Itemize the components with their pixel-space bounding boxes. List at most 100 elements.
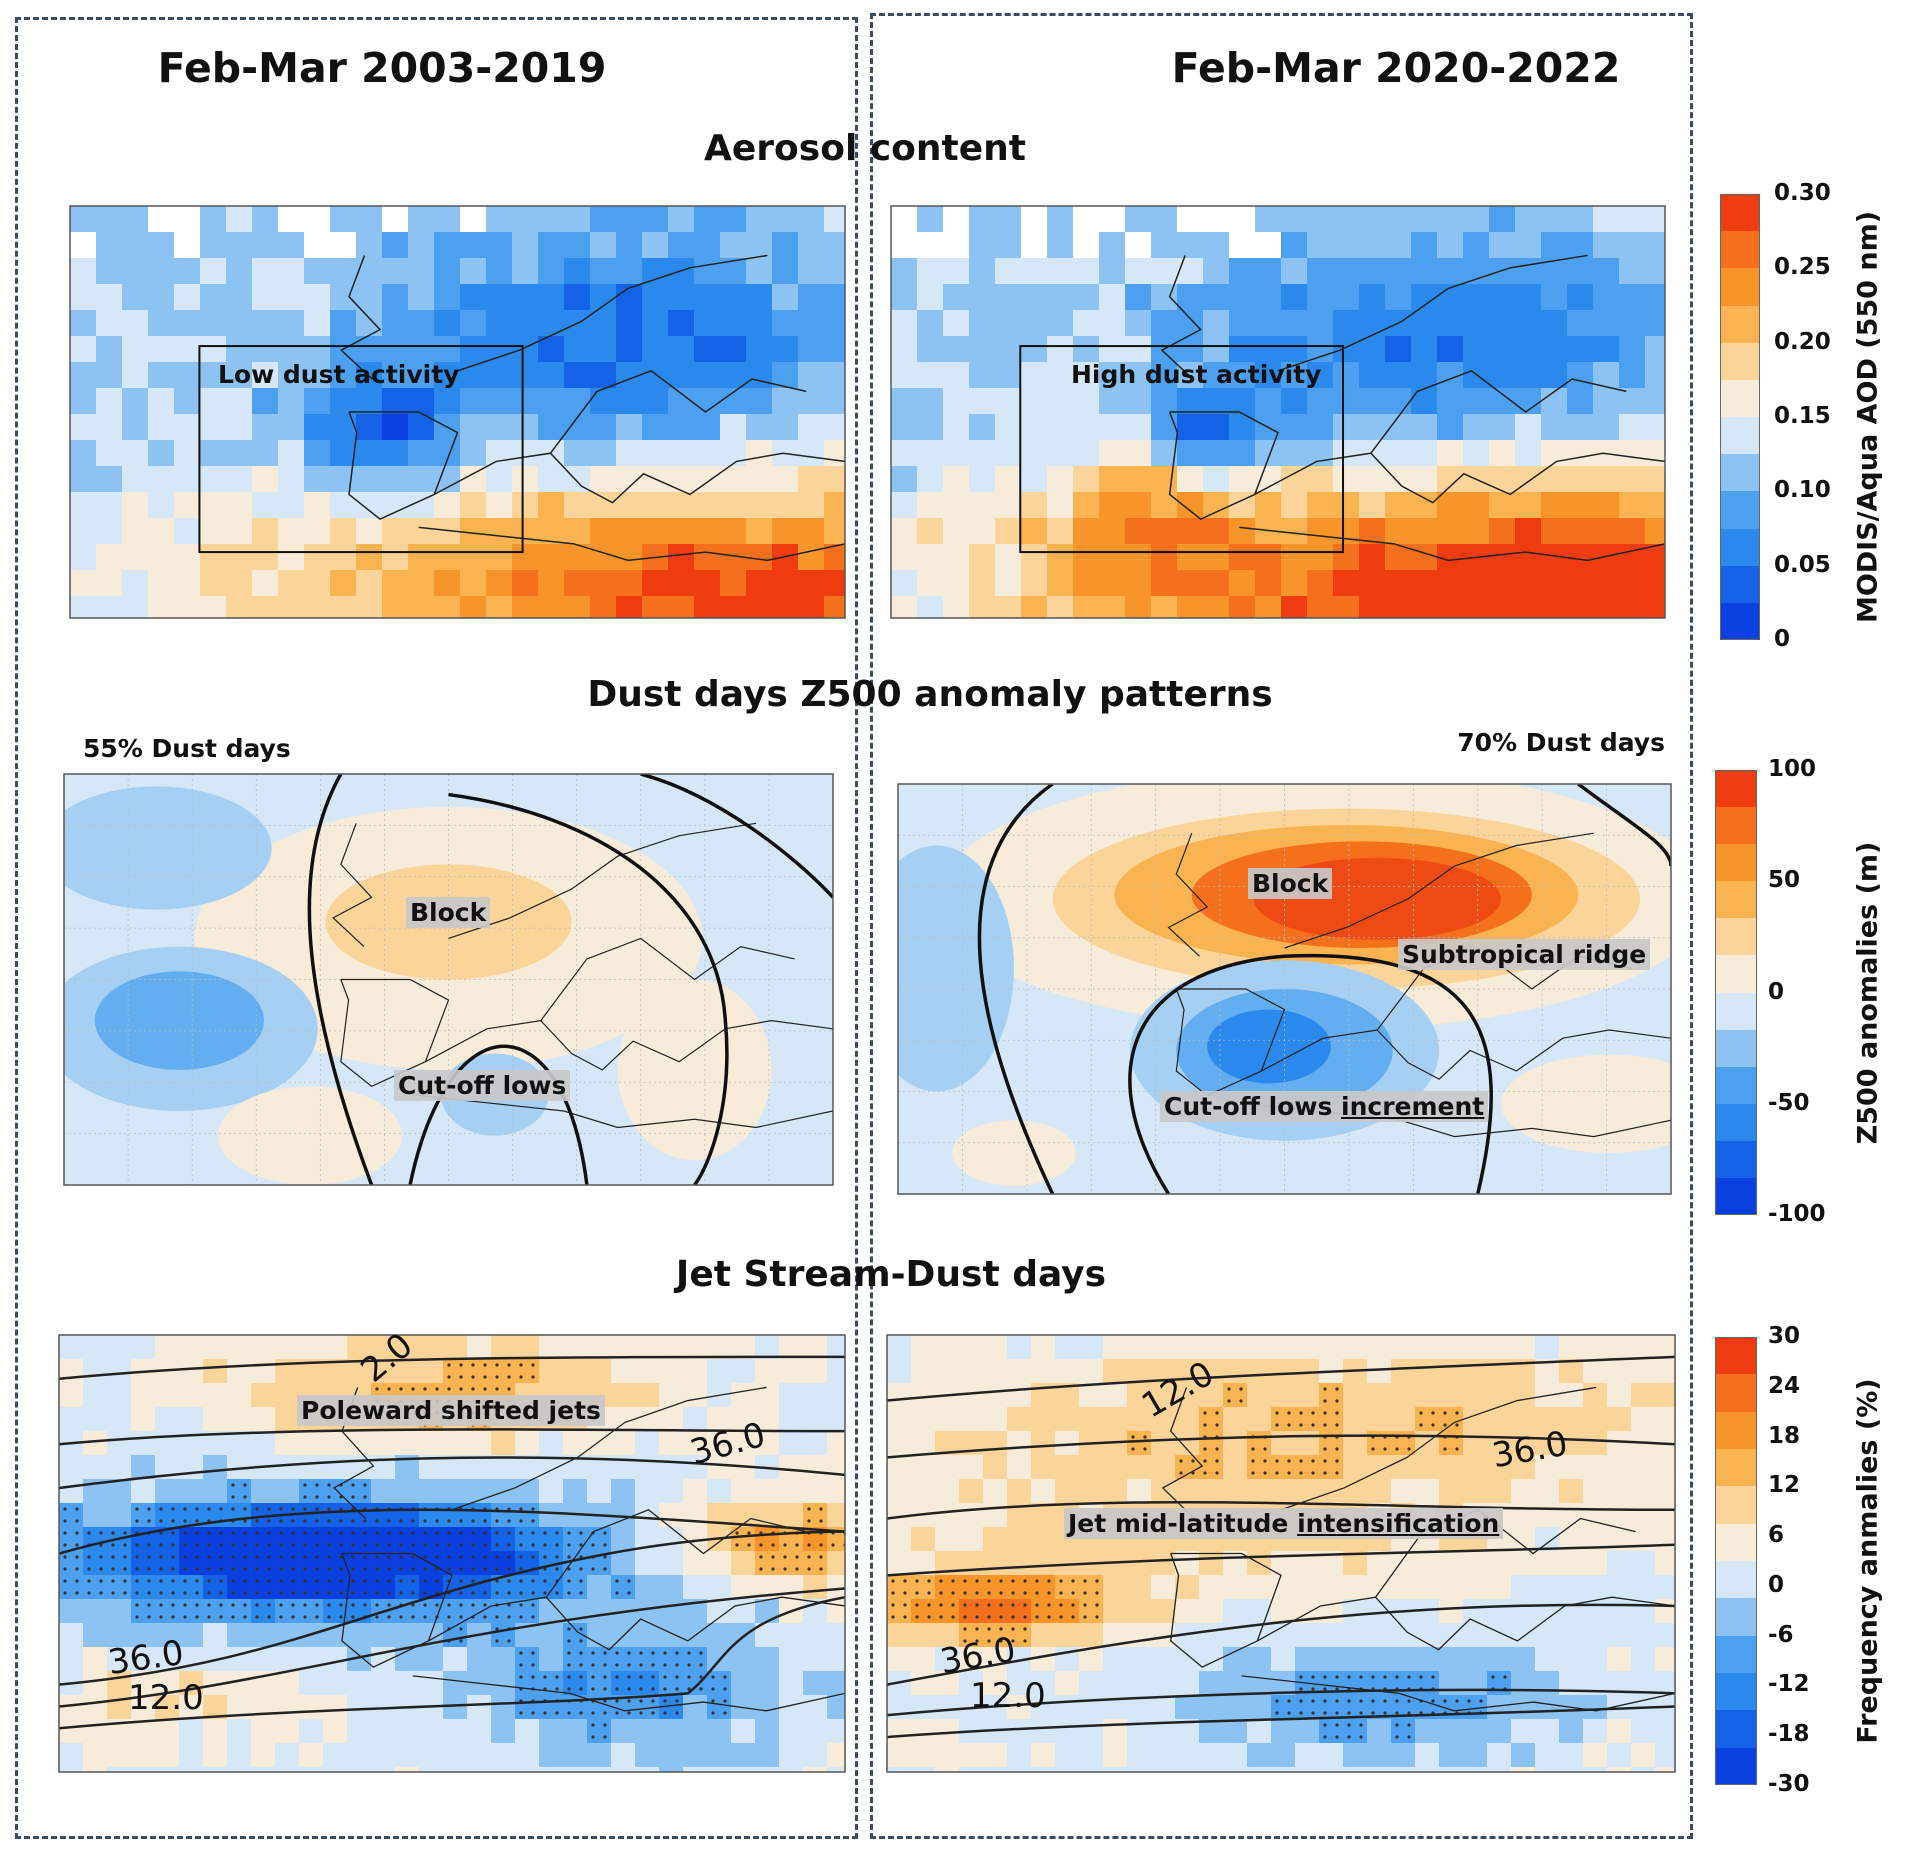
grid-cell [1175, 1551, 1200, 1576]
significance-dot [591, 1543, 595, 1547]
grid-cell [887, 1431, 912, 1456]
significance-dot [1395, 1675, 1399, 1679]
grid-cell [330, 544, 357, 571]
significance-dot [231, 1591, 235, 1595]
grid-cell [1411, 596, 1438, 618]
significance-dot [483, 1363, 487, 1367]
grid-cell [772, 596, 799, 618]
grid-cell [917, 570, 944, 597]
grid-cell [943, 466, 970, 493]
grid-cell [443, 1335, 468, 1360]
significance-dot [1023, 1639, 1027, 1643]
grid-cell [891, 440, 918, 467]
grid-cell [1567, 544, 1594, 571]
grid-cell [323, 1767, 348, 1772]
grid-cell [917, 310, 944, 337]
jet-wind-contour [887, 1355, 1675, 1402]
grid-cell [587, 1671, 612, 1696]
grid-cell [1333, 414, 1360, 441]
grid-cell [1631, 1479, 1656, 1504]
grid-cell [911, 1599, 936, 1624]
significance-dot [1323, 1387, 1327, 1391]
grid-cell [694, 362, 721, 389]
grid-cell [83, 1599, 108, 1624]
grid-cell [251, 1551, 276, 1576]
grid-cell [563, 1767, 588, 1772]
significance-dot [327, 1531, 331, 1535]
grid-cell [1583, 1599, 1608, 1624]
grid-cell [148, 336, 175, 363]
significance-dot [447, 1567, 451, 1571]
grid-cell [356, 310, 383, 337]
significance-dot [303, 1603, 307, 1607]
grid-cell [798, 596, 825, 618]
grid-cell [1247, 1335, 1272, 1360]
grid-cell [1203, 440, 1230, 467]
coastline [549, 369, 807, 454]
grid-cell [395, 1767, 420, 1772]
grid-cell [731, 1551, 756, 1576]
significance-dot [387, 1531, 391, 1535]
coastline [1160, 255, 1202, 380]
grid-cell [1177, 232, 1204, 259]
grid-cell [252, 544, 279, 571]
significance-dot [543, 1591, 547, 1595]
grid-cell [1463, 1719, 1488, 1744]
grid-cell [959, 1623, 984, 1648]
grid-cell [694, 544, 721, 571]
grid-cell [803, 1767, 828, 1772]
grid-cell [1367, 1719, 1392, 1744]
grid-cell [148, 596, 175, 618]
significance-dot [87, 1531, 91, 1535]
grid-cell [203, 1743, 228, 1768]
aod-map-2020-2022 [890, 205, 1666, 619]
grid-cell [299, 1503, 324, 1528]
grid-cell [1229, 596, 1256, 618]
significance-dot [375, 1603, 379, 1607]
anomaly-contour [64, 786, 272, 910]
significance-dot [567, 1579, 571, 1583]
grid-cell [917, 544, 944, 571]
grid-cell [635, 1431, 660, 1456]
colorbar-swatch [1715, 1337, 1757, 1375]
significance-dot [915, 1615, 919, 1619]
grid-cell [1099, 284, 1126, 311]
grid-cell [1175, 1647, 1200, 1672]
significance-dot [291, 1555, 295, 1559]
grid-cell [1583, 1695, 1608, 1720]
grid-cell [1199, 1719, 1224, 1744]
significance-dot [579, 1663, 583, 1667]
coastline [1175, 988, 1286, 1097]
grid-cell [330, 518, 357, 545]
grid-cell [590, 570, 617, 597]
significance-dot [495, 1639, 499, 1643]
coastline [545, 1509, 806, 1598]
grid-cell [616, 570, 643, 597]
grid-cell [587, 1527, 612, 1552]
z500-map-2003-2019 [63, 773, 834, 1186]
significance-dot [1419, 1711, 1423, 1715]
significance-dot [183, 1567, 187, 1571]
significance-dot [183, 1507, 187, 1511]
grid-cell [304, 440, 331, 467]
grid-cell [1295, 1623, 1320, 1648]
grid-cell [356, 596, 383, 618]
grid-cell [995, 388, 1022, 415]
significance-dot [183, 1519, 187, 1523]
grid-cell [564, 362, 591, 389]
significance-dot [639, 1711, 643, 1715]
grid-cell [323, 1335, 348, 1360]
grid-cell [1073, 570, 1100, 597]
grid-cell [1631, 1383, 1656, 1408]
significance-dot [987, 1639, 991, 1643]
significance-dot [447, 1555, 451, 1559]
grid-cell [203, 1599, 228, 1624]
grid-cell [200, 518, 227, 545]
grid-cell [83, 1623, 108, 1648]
grid-cell [179, 1743, 204, 1768]
grid-cell [1385, 336, 1412, 363]
grid-cell [798, 466, 825, 493]
grid-cell [943, 544, 970, 571]
grid-cell [323, 1575, 348, 1600]
grid-cell [251, 1767, 276, 1772]
